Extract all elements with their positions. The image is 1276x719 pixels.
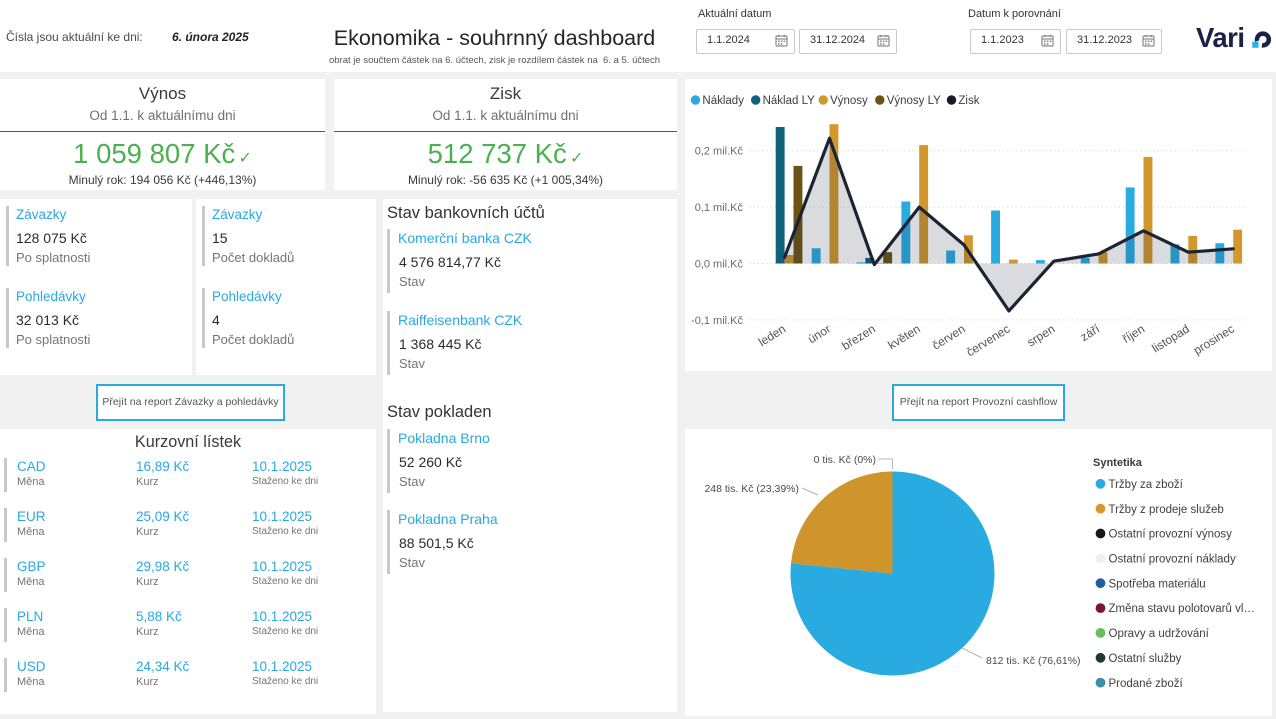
svg-text:Opravy a udržování: Opravy a udržování bbox=[1109, 628, 1210, 640]
svg-text:0,1 mil.Kč: 0,1 mil.Kč bbox=[695, 202, 744, 214]
svg-text:únor: únor bbox=[805, 322, 833, 347]
svg-text:0,2 mil.Kč: 0,2 mil.Kč bbox=[695, 146, 744, 158]
svg-text:říjen: říjen bbox=[1120, 322, 1147, 346]
svg-text:Náklad LY: Náklad LY bbox=[763, 95, 816, 107]
svg-text:Ostatní provozní náklady: Ostatní provozní náklady bbox=[1109, 554, 1236, 566]
svg-text:březen: březen bbox=[839, 322, 878, 353]
svg-text:812 tis. Kč (76,61%): 812 tis. Kč (76,61%) bbox=[986, 655, 1081, 667]
svg-text:květen: květen bbox=[885, 322, 922, 353]
svg-text:září: září bbox=[1078, 321, 1103, 344]
svg-text:Spotřeba materiálu: Spotřeba materiálu bbox=[1109, 578, 1206, 590]
svg-text:Prodané zboží: Prodané zboží bbox=[1109, 678, 1184, 690]
svg-text:Syntetika: Syntetika bbox=[1093, 457, 1143, 469]
svg-text:Výnosy LY: Výnosy LY bbox=[887, 95, 941, 107]
svg-text:Vari: Vari bbox=[1196, 22, 1244, 51]
svg-text:Změna stavu polotovarů vl…: Změna stavu polotovarů vl… bbox=[1109, 603, 1255, 615]
svg-text:Ostatní služby: Ostatní služby bbox=[1109, 653, 1182, 665]
svg-text:Zisk: Zisk bbox=[958, 95, 979, 107]
svg-text:248 tis. Kč (23,39%): 248 tis. Kč (23,39%) bbox=[704, 483, 799, 495]
svg-text:prosinec: prosinec bbox=[1191, 322, 1237, 358]
svg-text:listopad: listopad bbox=[1149, 322, 1192, 356]
svg-text:červen: červen bbox=[930, 322, 968, 353]
svg-text:Tržby z prodeje služeb: Tržby z prodeje služeb bbox=[1109, 504, 1224, 516]
svg-text:leden: leden bbox=[756, 322, 788, 349]
svg-text:Výnosy: Výnosy bbox=[830, 95, 868, 107]
svg-text:srpen: srpen bbox=[1025, 322, 1058, 350]
svg-text:Ostatní provozní výnosy: Ostatní provozní výnosy bbox=[1109, 529, 1233, 541]
svg-text:0,0 mil.Kč: 0,0 mil.Kč bbox=[695, 259, 744, 271]
svg-text:-0,1 mil.Kč: -0,1 mil.Kč bbox=[691, 315, 743, 327]
svg-text:červenec: červenec bbox=[964, 322, 1013, 360]
svg-text:Tržby za zboží: Tržby za zboží bbox=[1109, 479, 1184, 491]
svg-text:0 tis. Kč (0%): 0 tis. Kč (0%) bbox=[814, 454, 876, 466]
svg-text:Náklady: Náklady bbox=[702, 95, 744, 107]
